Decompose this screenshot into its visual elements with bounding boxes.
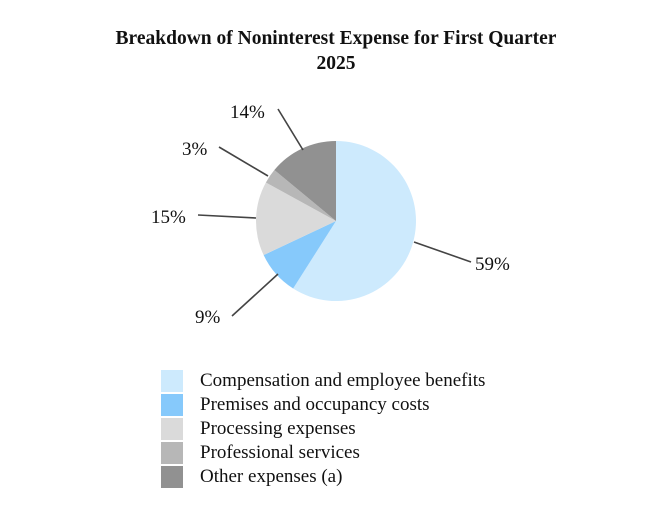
legend-label-3: Professional services [200, 442, 360, 463]
legend-item-2: Processing expenses [161, 417, 485, 441]
leader-line-0 [413, 241, 472, 263]
leader-line-4 [277, 108, 304, 151]
pie-slice-3 [265, 170, 336, 221]
legend-item-4: Other expenses (a) [161, 465, 485, 489]
slice-percent-label-3: 3% [182, 139, 208, 160]
slice-percent-label-0: 59% [475, 254, 510, 275]
leader-line-1 [231, 273, 279, 317]
legend-swatch-3 [161, 442, 183, 464]
pie-slice-1 [263, 221, 336, 289]
legend-item-1: Premises and occupancy costs [161, 393, 485, 417]
legend-swatch-2 [161, 418, 183, 440]
legend-label-2: Processing expenses [200, 418, 356, 439]
legend-swatch-4 [161, 466, 183, 488]
legend-swatch-0 [161, 370, 183, 392]
legend-label-0: Compensation and employee benefits [200, 370, 486, 391]
chart-title-line-2: 2025 [316, 53, 356, 74]
legend-item-0: Compensation and employee benefits [161, 369, 485, 393]
pie-slice-0 [293, 141, 416, 301]
legend-swatch-1 [161, 394, 183, 416]
slice-percent-label-1: 9% [195, 307, 221, 328]
leader-line-3 [218, 146, 269, 177]
pie-slice-2 [256, 182, 336, 256]
chart-title: Breakdown of Noninterest Expense for Fir… [0, 26, 672, 76]
legend-item-3: Professional services [161, 441, 485, 465]
legend: Compensation and employee benefits Premis… [161, 369, 485, 489]
legend-label-1: Premises and occupancy costs [200, 394, 430, 415]
chart-title-line-1: Breakdown of Noninterest Expense for Fir… [115, 28, 557, 49]
slice-percent-label-2: 15% [151, 207, 186, 228]
pie-slice-4 [274, 141, 336, 221]
leader-line-2 [197, 214, 257, 219]
legend-label-4: Other expenses (a) [200, 466, 343, 487]
slice-percent-label-4: 14% [230, 102, 265, 123]
